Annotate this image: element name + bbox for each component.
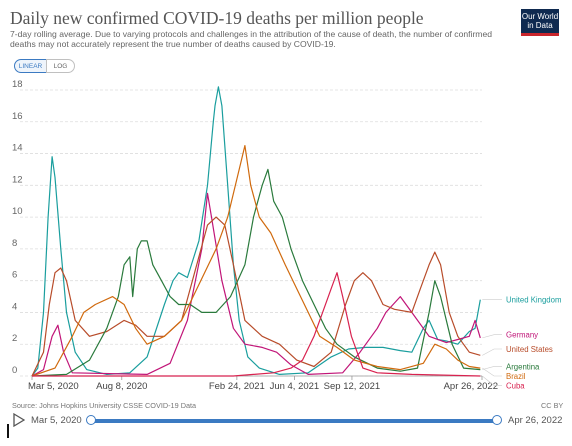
series-label-brazil[interactable]: Brazil <box>506 372 526 381</box>
series-label-united-states[interactable]: United States <box>506 345 553 354</box>
series-line-argentina[interactable] <box>31 168 481 377</box>
series-line-germany[interactable] <box>31 192 481 377</box>
x-tick-label: Jun 4, 2021 <box>270 381 320 392</box>
chart-title: Daily new confirmed COVID-19 deaths per … <box>10 8 424 28</box>
y-tick-label: 0 <box>12 365 17 376</box>
series-label-germany[interactable]: Germany <box>506 331 538 340</box>
y-tick-label: 16 <box>12 111 23 122</box>
y-tick-label: 12 <box>12 174 23 185</box>
label-connector <box>482 367 502 377</box>
series-label-argentina[interactable]: Argentina <box>506 362 540 371</box>
grid-lines: 0 2 4 6 8 10 12 14 16 18 Mar 5, 2020 Aug 8, 2020 Feb… <box>12 79 498 392</box>
y-tick-label: 2 <box>12 333 17 344</box>
label-connector <box>482 375 502 386</box>
x-tick-label: Mar 5, 2020 <box>28 381 79 392</box>
x-tick-label: Aug 8, 2020 <box>96 381 147 392</box>
series-label-united-kingdom[interactable]: United Kingdom <box>506 296 561 305</box>
y-tick-label: 18 <box>12 79 23 90</box>
logo-line-1: Our World <box>521 12 559 21</box>
series-line-brazil[interactable] <box>31 145 481 377</box>
timeline-start-handle[interactable] <box>86 415 96 425</box>
logo-line-2: in Data <box>527 21 553 30</box>
series-label-cuba[interactable]: Cuba <box>506 382 525 391</box>
x-tick-label: Feb 24, 2021 <box>209 381 265 392</box>
y-tick-label: 10 <box>12 206 23 217</box>
text-cursor <box>7 424 9 438</box>
play-icon[interactable] <box>13 413 25 427</box>
license-link[interactable]: CC BY <box>541 401 564 410</box>
series-lines <box>31 86 481 377</box>
y-tick-label: 4 <box>12 301 17 312</box>
log-scale-button[interactable]: LOG <box>46 59 75 73</box>
series-labels: United Kingdom Germany United States Argent… <box>482 296 561 391</box>
owid-logo[interactable]: Our World in Data <box>521 9 559 36</box>
timeline-track[interactable] <box>91 419 497 423</box>
label-connector <box>482 366 502 370</box>
timeline: Mar 5, 2020 Apr 26, 2022 <box>0 410 572 434</box>
x-tick-label: Sep 12, 2021 <box>324 381 381 392</box>
series-line-cuba[interactable] <box>32 272 481 377</box>
y-tick-label: 8 <box>12 238 17 249</box>
label-connector <box>482 348 502 356</box>
series-line-united-kingdom[interactable] <box>31 86 481 377</box>
timeline-end-handle[interactable] <box>492 415 502 425</box>
line-chart: 0 2 4 6 8 10 12 14 16 18 Mar 5, 2020 Aug 8, 2020 Feb… <box>12 79 561 392</box>
timeline-end-label: Apr 26, 2022 <box>508 415 563 426</box>
x-tick-label: Apr 26, 2022 <box>444 381 498 392</box>
linear-scale-button[interactable]: LINEAR <box>14 59 47 73</box>
chart-subtitle: 7-day rolling average. Due to varying pr… <box>10 29 493 49</box>
timeline-start-label: Mar 5, 2020 <box>31 415 82 426</box>
y-tick-label: 14 <box>12 143 23 154</box>
series-line-united-states[interactable] <box>31 216 481 377</box>
label-connector <box>482 334 502 339</box>
source-note[interactable]: Source: Johns Hopkins University CSSE CO… <box>12 401 197 410</box>
y-tick-label: 6 <box>12 270 17 281</box>
